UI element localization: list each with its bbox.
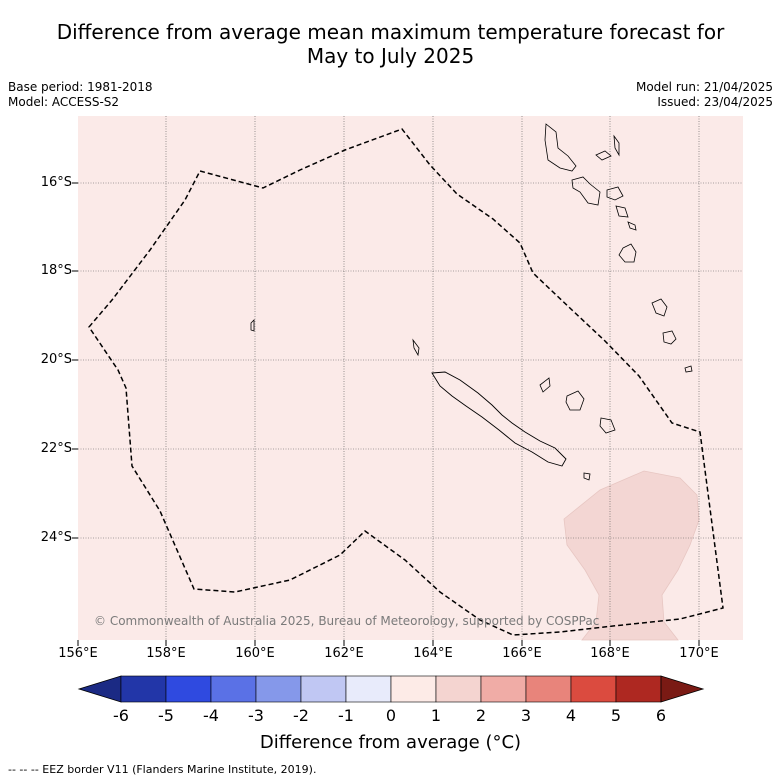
lat-label: 18°S [40,263,72,278]
colorbar-segment [210,675,257,703]
colorbar-label: Difference from average (°C) [259,732,522,753]
lon-label: 158°E [146,646,186,661]
colorbar-segment [165,675,212,703]
title-line-2: May to July 2025 [306,44,475,68]
colorbar-segment [300,675,347,703]
axis-ticks [72,182,700,646]
lon-label: 164°E [413,646,453,661]
lon-label: 170°E [679,646,719,661]
colorbar-tick-label: 2 [475,706,487,725]
colorbar-segment [570,675,617,703]
colorbar-segment [480,675,527,703]
vanuatu-islands [250,123,693,373]
colorbar-extend-low [77,675,122,703]
lat-label: 20°S [40,352,72,367]
lat-label: 22°S [40,441,72,456]
colorbar-segment [255,675,302,703]
colorbar-tick-label: -2 [293,706,309,725]
lon-label: 160°E [235,646,275,661]
colorbar-tick-label: -6 [113,706,129,725]
colorbar-segment [120,675,167,703]
colorbar-tick-label: 5 [610,706,622,725]
colorbar-tick-label: 1 [430,706,442,725]
new-caledonia-island [431,371,567,467]
run-info: Model run: 21/04/2025 Issued: 23/04/2025 [636,80,773,110]
lat-label: 16°S [40,175,72,190]
eez-border [88,128,724,636]
lon-label: 168°E [590,646,630,661]
map-title: Difference from average mean maximum tem… [0,20,781,68]
belep-islands [412,338,420,357]
warm-anomaly-region [563,470,700,641]
copyright-text: © Commonwealth of Australia 2025, Bureau… [94,614,600,628]
model-run-date: Model run: 21/04/2025 [635,80,773,94]
lat-label: 24°S [40,530,72,545]
model-name: Model: ACCESS-S2 [8,95,120,109]
gridlines [78,116,743,640]
colorbar-tick-label: -1 [338,706,354,725]
isle-of-pines [583,472,591,481]
colorbar-tick-label: -5 [158,706,174,725]
colorbar-tick-label: 0 [385,706,397,725]
base-period: Base period: 1981-2018 [8,80,153,94]
colorbar-segment [345,675,392,703]
colorbar-extend-high [660,675,705,703]
colorbar-segment [435,675,482,703]
colorbar-segment [615,675,662,703]
colorbar-tick-label: 4 [565,706,577,725]
eez-footnote: -- -- -- EEZ border V11 (Flanders Marine… [8,763,317,776]
colorbar-tick-label: -3 [248,706,264,725]
lifou-island [565,390,585,411]
issued-date: Issued: 23/04/2025 [657,95,773,109]
colorbar-tick-label: 3 [520,706,532,725]
colorbar-segment [525,675,572,703]
lon-label: 166°E [502,646,542,661]
colorbar [77,675,705,703]
mare-island [599,417,616,434]
lon-label: 156°E [58,646,98,661]
model-info: Base period: 1981-2018 Model: ACCESS-S2 [8,80,153,110]
title-line-1: Difference from average mean maximum tem… [56,20,725,44]
colorbar-segment [390,675,437,703]
colorbar-tick-label: 6 [655,706,667,725]
colorbar-tick-label: -4 [203,706,219,725]
ouvea-island [539,377,551,393]
lon-label: 162°E [324,646,364,661]
